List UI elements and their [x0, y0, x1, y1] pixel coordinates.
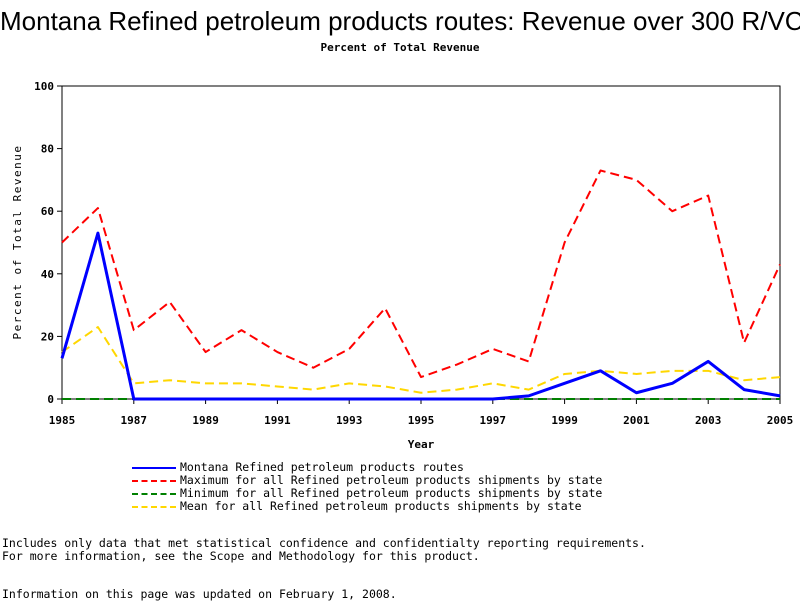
x-tick-label: 1987 [121, 414, 148, 427]
legend-item-minimum: Minimum for all Refined petroleum produc… [132, 487, 602, 500]
x-tick-label: 2005 [767, 414, 794, 427]
x-tick-label: 1985 [49, 414, 76, 427]
legend-item-mean: Mean for all Refined petroleum products … [132, 500, 602, 513]
note-confidence: Includes only data that met statistical … [2, 536, 646, 550]
y-tick-label: 20 [41, 330, 54, 343]
legend-item-maximum: Maximum for all Refined petroleum produc… [132, 474, 602, 487]
x-axis-label: Year [408, 438, 435, 451]
y-tick-label: 80 [41, 143, 54, 156]
x-tick-label: 1999 [551, 414, 578, 427]
series-lines [60, 169, 781, 401]
series-line-0 [60, 231, 781, 401]
y-axis-ticks: 0 20 40 60 80 100 [34, 80, 62, 406]
chart-subtitle: Percent of Total Revenue [320, 41, 480, 54]
legend-swatch-solid-blue [132, 466, 176, 469]
x-axis-ticks: 1985 1987 1989 1991 1993 1995 1997 1999 2001 2003… [49, 399, 794, 427]
note-methodology: For more information, see the Scope and … [2, 549, 480, 563]
x-tick-label: 2001 [623, 414, 650, 427]
legend-label: Mean for all Refined petroleum products … [180, 499, 582, 513]
legend-swatch-dashed-green [132, 492, 176, 495]
legend-label: Maximum for all Refined petroleum produc… [180, 473, 603, 487]
x-tick-label: 1991 [264, 414, 291, 427]
y-tick-label: 0 [47, 393, 54, 406]
note-updated: Information on this page was updated on … [2, 587, 397, 601]
legend-label: Minimum for all Refined petroleum produc… [180, 486, 603, 500]
series-line-1 [61, 169, 781, 379]
y-tick-label: 100 [34, 80, 54, 93]
x-tick-label: 1993 [336, 414, 363, 427]
chart-legend: Montana Refined petroleum products route… [132, 461, 602, 513]
x-tick-label: 2003 [695, 414, 722, 427]
chart-title: Montana Refined petroleum products route… [0, 6, 800, 36]
legend-swatch-dashed-yellow [132, 505, 176, 508]
legend-item-montana: Montana Refined petroleum products route… [132, 461, 602, 474]
y-axis-label: Percent of Total Revenue [11, 145, 24, 340]
series-line-3 [61, 326, 781, 394]
plot-area-frame [61, 85, 781, 400]
x-tick-label: 1989 [192, 414, 219, 427]
legend-swatch-dashed-red [132, 479, 176, 482]
x-tick-label: 1997 [480, 414, 507, 427]
x-tick-label: 1995 [408, 414, 435, 427]
y-tick-label: 60 [41, 205, 54, 218]
y-tick-label: 40 [41, 268, 54, 281]
legend-label: Montana Refined petroleum products route… [180, 460, 464, 474]
